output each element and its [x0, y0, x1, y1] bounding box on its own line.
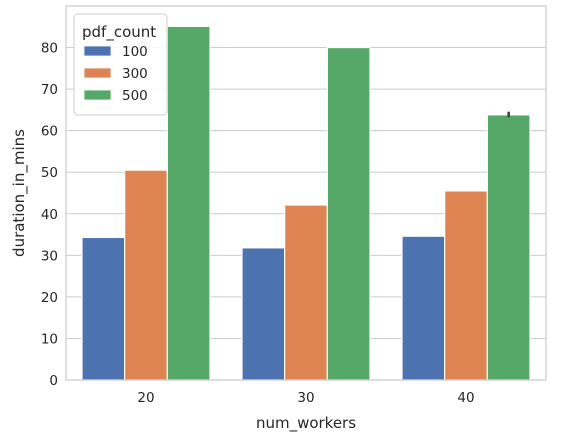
- x-tick-label: 40: [457, 390, 474, 406]
- bars: [81, 25, 531, 381]
- x-axis-title: num_workers: [256, 414, 356, 433]
- bar-100-30: [241, 247, 286, 381]
- y-tick-labels: 0 10 20 30 40 50 60 70 80: [41, 41, 58, 389]
- plot-frame: [65, 5, 547, 381]
- y-tick-label: 80: [41, 41, 58, 57]
- legend-items: 100 300 500: [83, 44, 148, 104]
- y-tick-label: 30: [41, 248, 58, 264]
- y-tick-label: 0: [49, 373, 58, 389]
- bar-300-20: [124, 169, 168, 381]
- x-tick-labels: 20 30 40: [137, 390, 474, 406]
- bar-500-20: [166, 25, 211, 381]
- y-tick-label: 10: [41, 331, 58, 347]
- bar-300-30: [284, 204, 328, 381]
- y-tick-label: 60: [41, 124, 58, 140]
- y-tick-label: 70: [41, 82, 58, 98]
- bar-300-40: [444, 190, 488, 381]
- x-tick-label: 20: [137, 390, 154, 406]
- bar-100-40: [401, 235, 446, 381]
- legend: pdf_count 100 300 500: [73, 13, 168, 116]
- x-tick-label: 30: [297, 390, 314, 406]
- y-tick-label: 40: [41, 207, 58, 223]
- y-tick-label: 50: [41, 165, 58, 181]
- bar-500-40: [486, 114, 531, 381]
- y-tick-label: 20: [41, 290, 58, 306]
- legend-label-500: 500: [122, 88, 148, 104]
- legend-label-100: 100: [122, 44, 148, 60]
- legend-swatch-100: [83, 45, 112, 57]
- bar-500-30: [326, 46, 371, 381]
- y-axis-title: duration_in_mins: [10, 129, 29, 257]
- legend-label-300: 300: [122, 66, 148, 82]
- bar-100-20: [81, 236, 126, 381]
- legend-title: pdf_count: [82, 23, 156, 42]
- legend-swatch-300: [83, 67, 112, 79]
- legend-swatch-500: [83, 89, 112, 101]
